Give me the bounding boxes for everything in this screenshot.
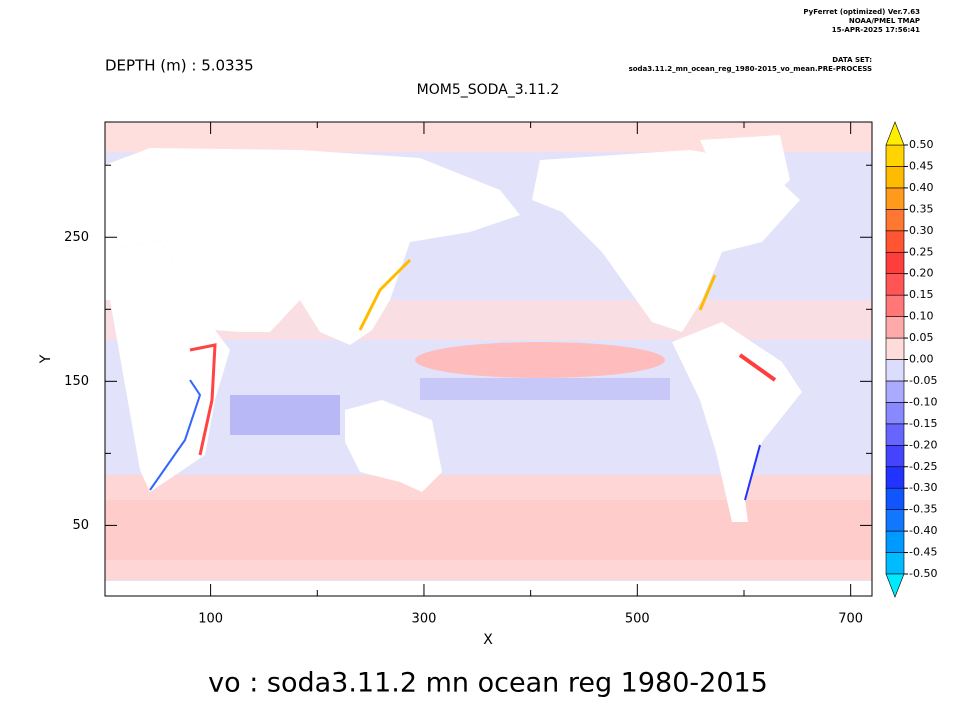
colorbar-bin: [885, 444, 905, 468]
boundary-current: [149, 379, 202, 491]
x-tick-label: 500: [625, 612, 650, 627]
colorbar-label: -0.05: [909, 374, 937, 387]
field-band: [420, 378, 670, 400]
colorbar-bin: [885, 166, 905, 189]
colorbar-bin: [885, 316, 905, 339]
colorbar-label: 0.20: [909, 267, 934, 280]
colorbar-bin: [885, 337, 905, 360]
boundary-current: [189, 343, 217, 456]
colorbar-label: -0.40: [909, 524, 937, 537]
x-axis-label: X: [483, 632, 493, 648]
colorbar-label: -0.50: [909, 567, 937, 580]
colorbar-bin: [885, 380, 905, 403]
x-tick-label: 700: [838, 612, 863, 627]
field-band: [105, 500, 872, 560]
colorbar-bin: [885, 359, 905, 382]
colorbar-under: [885, 573, 905, 598]
map-field: [105, 122, 872, 596]
colorbar-bin: [885, 487, 905, 510]
boundary-current: [738, 353, 777, 382]
land: [105, 148, 520, 345]
colorbar-bin: [885, 509, 905, 532]
plot-frame: [104, 121, 873, 597]
boundary-current: [744, 444, 761, 501]
dataset-label: DATA SET:: [832, 56, 872, 64]
y-axis-label: Y: [38, 354, 54, 364]
colorbar-bin: [885, 423, 905, 446]
colorbar-label: -0.10: [909, 395, 937, 408]
boundary-current: [358, 258, 412, 331]
land: [700, 135, 790, 212]
colorbar-bin: [885, 144, 905, 167]
land: [345, 400, 442, 492]
caption: vo : soda3.11.2 mn ocean reg 1980-2015: [208, 668, 768, 699]
land: [672, 322, 802, 522]
colorbar-label: 0.40: [909, 181, 934, 194]
colorbar-label: 0.50: [909, 138, 934, 151]
colorbar-bin: [885, 466, 905, 489]
colorbar-bin: [885, 251, 905, 275]
header-line: PyFerret (optimized) Ver.7.63: [803, 8, 920, 16]
boundary-current: [698, 274, 717, 311]
y-tick-label: 50: [72, 518, 89, 533]
colorbar-label: -0.30: [909, 481, 937, 494]
header-line: 15-APR-2025 17:56:41: [832, 26, 920, 34]
colorbar-bin: [885, 273, 905, 296]
colorbar-bin: [885, 294, 905, 317]
land: [105, 240, 230, 492]
colorbar-bin: [885, 530, 905, 553]
land: [105, 581, 872, 596]
field-band: [415, 342, 665, 378]
colorbar-bin: [885, 209, 905, 232]
colorbar-label: -0.45: [909, 546, 937, 559]
subtitle: DEPTH (m) : 5.0335: [105, 57, 254, 75]
chart-title: MOM5_SODA_3.11.2: [417, 82, 560, 98]
colorbar-bin: [885, 187, 905, 210]
colorbar-label: 0.00: [909, 353, 934, 366]
header-line: NOAA/PMEL TMAP: [849, 17, 920, 25]
colorbar-label: 0.35: [909, 202, 934, 215]
colorbar-label: 0.15: [909, 288, 934, 301]
colorbar-label: 0.10: [909, 310, 934, 323]
colorbar-bin: [885, 230, 905, 253]
colorbar-bin: [885, 402, 905, 425]
dataset: soda3.11.2_mn_ocean_reg_1980-2015_vo_mea…: [629, 65, 872, 73]
colorbar-label: -0.35: [909, 503, 937, 516]
field-band: [230, 395, 340, 435]
colorbar-label: -0.25: [909, 460, 937, 473]
x-tick-label: 300: [412, 612, 437, 627]
colorbar-label: -0.20: [909, 438, 937, 451]
y-tick-label: 250: [64, 230, 89, 245]
colorbar-label: 0.25: [909, 245, 934, 258]
colorbar-bin: [885, 552, 905, 575]
colorbar-label: -0.15: [909, 417, 937, 430]
colorbar-label: 0.05: [909, 331, 934, 344]
y-tick-label: 150: [64, 374, 89, 389]
colorbar-label: 0.45: [909, 159, 934, 172]
colorbar-label: 0.30: [909, 224, 934, 237]
colorbar-over: [885, 121, 905, 146]
x-tick-label: 100: [198, 612, 223, 627]
